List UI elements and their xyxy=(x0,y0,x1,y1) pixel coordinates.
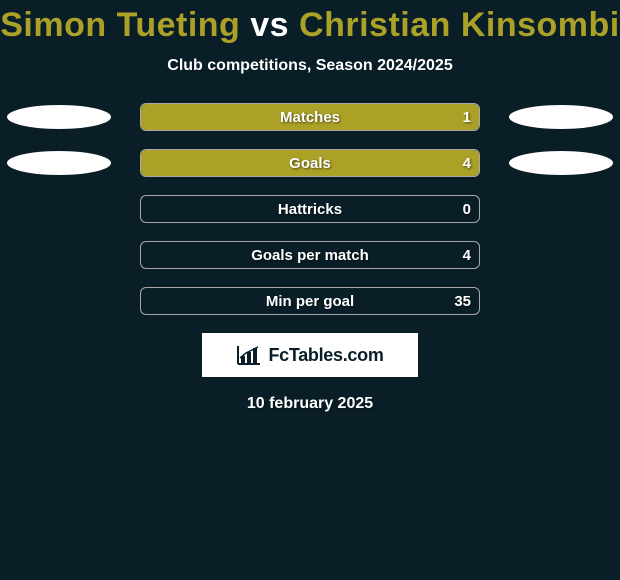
stat-row: Matches1 xyxy=(0,103,620,131)
stat-value-right: 35 xyxy=(454,288,471,314)
player1-name: Simon Tueting xyxy=(0,6,240,44)
logo-text: FcTables.com xyxy=(268,345,383,366)
stat-label: Goals per match xyxy=(141,242,479,268)
stat-value-right: 0 xyxy=(463,196,471,222)
right-ellipse xyxy=(509,151,613,175)
bar-fill-left xyxy=(141,150,479,176)
logo-box: FcTables.com xyxy=(202,333,418,377)
stat-row: Hattricks0 xyxy=(0,195,620,223)
subtitle: Club competitions, Season 2024/2025 xyxy=(0,57,620,75)
stat-row: Goals per match4 xyxy=(0,241,620,269)
stat-rows: Matches1 Goals4 Hattricks0 Goals per match4… xyxy=(0,103,620,315)
bar-chart-icon xyxy=(236,344,262,366)
vs-text: vs xyxy=(250,6,289,44)
date-text: 10 february 2025 xyxy=(0,395,620,413)
stat-row: Goals4 xyxy=(0,149,620,177)
stat-label: Hattricks xyxy=(141,196,479,222)
right-ellipse xyxy=(509,105,613,129)
stats-card: Simon Tueting vs Christian Kinsombi Club… xyxy=(0,0,620,413)
left-ellipse xyxy=(7,151,111,175)
stat-label: Min per goal xyxy=(141,288,479,314)
stat-row: Min per goal35 xyxy=(0,287,620,315)
player2-name: Christian Kinsombi xyxy=(299,6,620,44)
stat-bar: Goals4 xyxy=(140,149,480,177)
stat-bar: Goals per match4 xyxy=(140,241,480,269)
stat-bar: Hattricks0 xyxy=(140,195,480,223)
stat-bar: Min per goal35 xyxy=(140,287,480,315)
bar-fill-left xyxy=(141,104,479,130)
left-ellipse xyxy=(7,105,111,129)
title: Simon Tueting vs Christian Kinsombi xyxy=(0,6,620,45)
stat-bar: Matches1 xyxy=(140,103,480,131)
stat-value-right: 4 xyxy=(463,242,471,268)
